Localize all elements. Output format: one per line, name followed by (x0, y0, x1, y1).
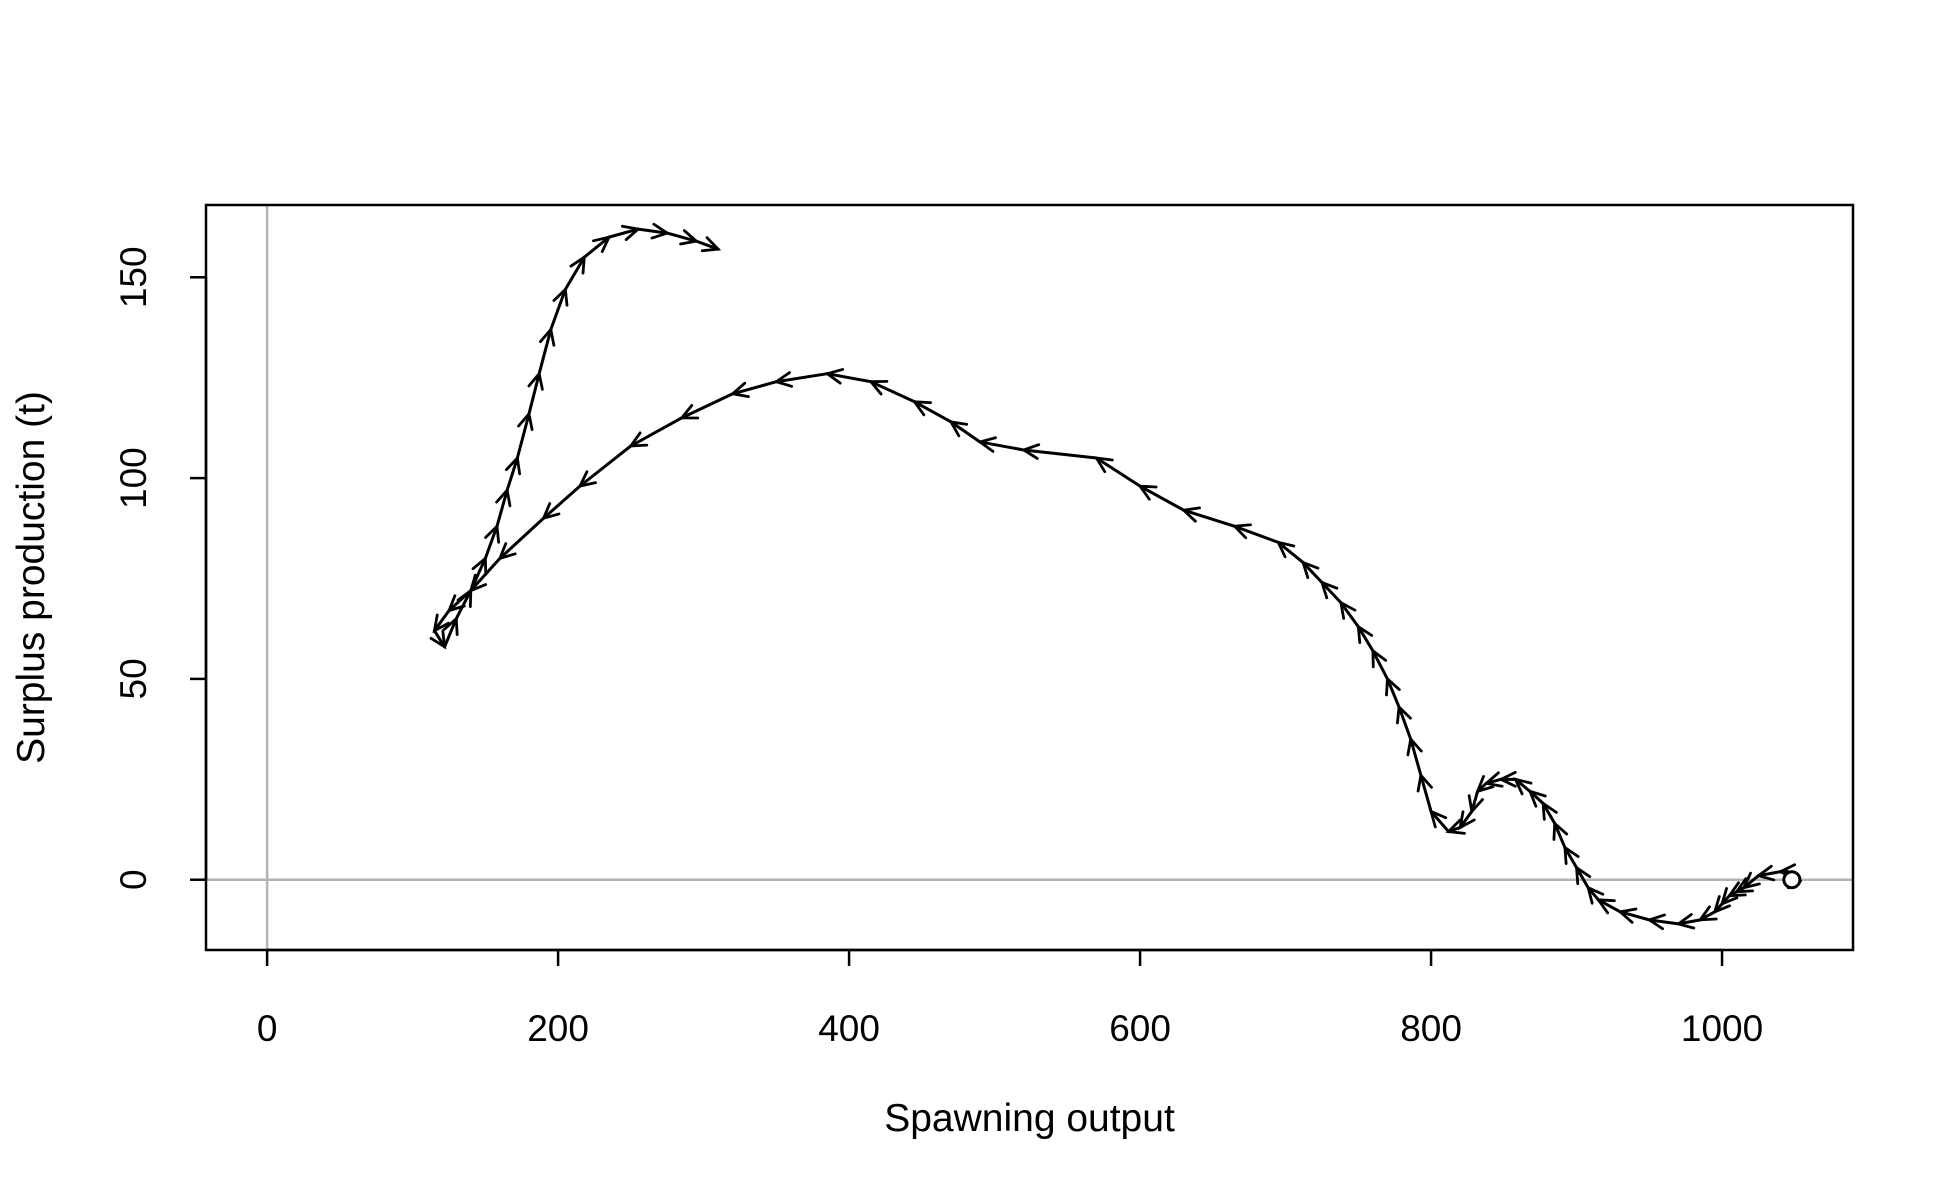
trajectory-segment (549, 287, 567, 332)
trajectory-segment (454, 589, 473, 621)
trajectory-segment (825, 372, 873, 384)
trajectory-segment (432, 609, 451, 633)
trajectory-segment (498, 516, 546, 560)
trajectory-segment (1618, 910, 1651, 922)
trajectory-segment (1676, 918, 1702, 926)
trajectory-segment (1429, 809, 1451, 834)
y-tick-label: 50 (113, 658, 154, 699)
trajectory-segment (1182, 508, 1237, 528)
trajectory-segment (1458, 809, 1474, 830)
trajectory-segment (694, 239, 720, 251)
trajectory-segment (1233, 524, 1280, 544)
trajectory-segment (495, 488, 509, 528)
trajectory-segment (1356, 625, 1375, 653)
plot-frame (204, 203, 1855, 952)
trajectory-segment (1575, 866, 1590, 890)
trajectory-segment (1756, 870, 1782, 878)
x-tick-label: 800 (1400, 1008, 1462, 1049)
trajectory-segment (537, 328, 553, 376)
trajectory-segment (1563, 846, 1579, 870)
trajectory-segment (1320, 581, 1343, 605)
trajectory-segment (731, 380, 778, 396)
trajectory-segment (1541, 801, 1557, 825)
trajectory-segment (1409, 737, 1423, 777)
trajectory-segment (1301, 560, 1324, 585)
trajectory-segment (542, 484, 582, 520)
x-tick-label: 400 (818, 1008, 880, 1049)
trajectory-segment (1553, 821, 1567, 850)
trajectory-segment (1647, 918, 1680, 926)
axes: 0 200 400 600 800 1000 0 50 100 150 (113, 246, 1763, 1049)
trajectory-segment (629, 416, 684, 448)
x-tick-label: 0 (257, 1008, 278, 1049)
trajectory-segment (1276, 540, 1305, 564)
trajectory-segment (563, 255, 586, 291)
trajectory-segment (680, 392, 735, 420)
trajectory-segment (1094, 456, 1142, 488)
trajectory-arrowhead (700, 236, 722, 253)
trajectory-segment (1596, 898, 1622, 914)
trajectory-segment (443, 617, 458, 649)
y-tick-label: 100 (113, 447, 154, 509)
trajectory-segment (469, 556, 487, 593)
trajectory-segment (949, 420, 982, 444)
trajectory-segment (505, 456, 519, 492)
trajectory-segment (665, 231, 698, 243)
trajectory-segment (913, 400, 953, 424)
trajectory-segment (1022, 448, 1098, 460)
x-tick-label: 200 (527, 1008, 589, 1049)
start-point-marker (1782, 870, 1802, 890)
x-tick-label: 600 (1109, 1008, 1171, 1049)
trajectory-segment (1138, 484, 1186, 512)
trajectory-segment (978, 440, 1026, 452)
trajectory-segment (1397, 705, 1413, 741)
trajectory-segment (1339, 601, 1360, 629)
y-tick-label: 0 (113, 869, 154, 890)
trajectory-segment (582, 235, 611, 259)
trajectory-segment (515, 412, 531, 460)
trajectory-series (429, 222, 1802, 931)
y-tick-label: 150 (113, 246, 154, 308)
trajectory-segment (774, 372, 829, 384)
x-tick-label: 1000 (1681, 1008, 1763, 1049)
trajectory-segment (607, 227, 640, 239)
trajectory-segment (636, 227, 669, 235)
trajectory-segment (1419, 773, 1433, 813)
trajectory-segment (578, 444, 633, 488)
trajectory-segment (527, 372, 541, 416)
trajectory-segment (483, 524, 499, 560)
trajectory-segment (869, 380, 917, 404)
trajectory-segment (1470, 789, 1480, 813)
x-axis-label: Spawning output (884, 1097, 1175, 1140)
y-axis-label: Surplus production (t) (10, 391, 53, 764)
trajectory-segment (1371, 649, 1389, 681)
trajectory-segment (1385, 677, 1401, 709)
